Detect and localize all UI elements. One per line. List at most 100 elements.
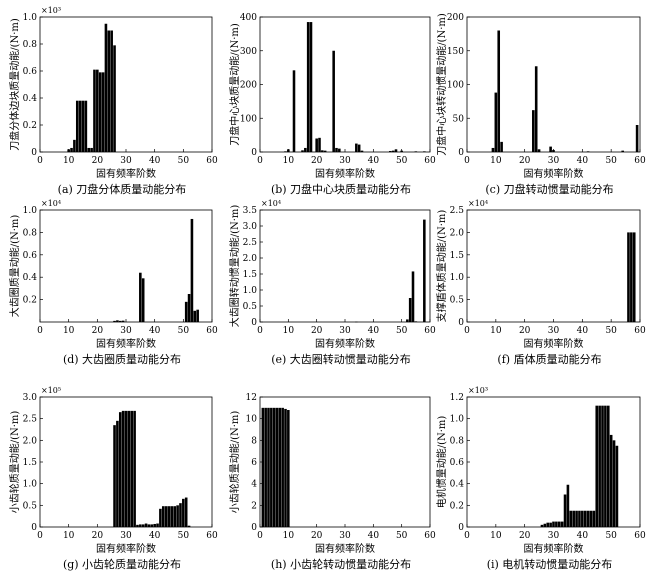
bar (621, 150, 624, 152)
x-tick-label: 40 (149, 326, 161, 336)
bar (139, 524, 142, 527)
y-tick-label: 1.5 (243, 270, 258, 280)
bar (136, 524, 139, 527)
bar (552, 149, 555, 152)
bar (338, 148, 341, 152)
bar (391, 150, 395, 152)
bar (98, 72, 102, 152)
bar (598, 405, 601, 527)
bar (272, 407, 276, 527)
x-tick-label: 10 (283, 156, 295, 166)
bar (549, 146, 552, 152)
bar (118, 320, 122, 322)
x-tick-label: 10 (63, 326, 75, 336)
bar (532, 110, 535, 152)
y-tick-label: 2.5 (23, 415, 38, 425)
x-tick-label: 50 (178, 156, 190, 166)
panel-caption: (f) 盾体质量动能分布 (497, 352, 601, 366)
x-tick-label: 30 (548, 326, 560, 336)
x-tick-label: 0 (464, 531, 470, 541)
plot-frame-a (39, 16, 213, 153)
y-tick-label: 150 (447, 47, 464, 57)
x-axis-label: 固有频率阶数 (315, 542, 375, 555)
y-tick-label: 4 (251, 480, 257, 490)
bar (306, 22, 310, 152)
x-tick-label: 40 (368, 156, 380, 166)
plot-frame-c (466, 16, 641, 153)
bar (360, 150, 364, 152)
bar (124, 410, 128, 527)
bar (287, 149, 290, 152)
bar (411, 271, 415, 322)
y-tick-label: 2.0 (23, 436, 38, 446)
bar (73, 139, 76, 152)
bar (87, 147, 91, 152)
bar (67, 149, 70, 152)
x-tick-label: 0 (464, 156, 470, 166)
bar (540, 524, 544, 527)
bar (604, 405, 607, 527)
bar (159, 508, 162, 527)
y-tick-label: 1.0 (450, 273, 465, 283)
y-tick-label: 3.5 (243, 206, 258, 216)
bar (355, 143, 358, 152)
y-tick-label: 2.5 (243, 238, 258, 248)
bar (491, 147, 495, 152)
bar (90, 147, 93, 152)
y-axis-label: 刀盘中心块转动惯量动能/(N·m) (435, 13, 448, 156)
y-tick-label: 0.5 (23, 501, 38, 511)
bar (423, 219, 426, 322)
x-axis-label: 固有频率阶数 (524, 167, 584, 180)
y-tick-label: 0.6 (450, 458, 465, 468)
x-tick-label: 20 (311, 326, 323, 336)
y-tick-label: 1.0 (23, 13, 38, 23)
bar (557, 521, 561, 527)
bar (563, 494, 567, 527)
bar (84, 100, 88, 152)
y-axis-label: 大齿圈转动惯量动能/(N·m) (228, 205, 241, 328)
x-tick-label: 50 (605, 326, 617, 336)
bar (78, 100, 82, 152)
y-tick-label: 0.8 (450, 436, 465, 446)
y-axis-label: 刀盘中心块质量动能/(N·m) (228, 23, 241, 146)
x-tick-label: 20 (519, 531, 531, 541)
bar (627, 232, 630, 322)
bar (534, 66, 538, 152)
x-tick-label: 50 (396, 156, 408, 166)
x-axis-label: 固有频率阶数 (524, 337, 584, 350)
bar (104, 23, 108, 152)
bar (167, 506, 171, 527)
bar (113, 425, 116, 527)
x-tick-label: 30 (339, 156, 351, 166)
bar (281, 407, 284, 527)
x-tick-label: 50 (178, 531, 190, 541)
bar (190, 218, 194, 322)
bar (400, 150, 403, 152)
bar (615, 445, 619, 527)
bar (566, 484, 570, 527)
bar (116, 420, 119, 527)
bar (176, 505, 179, 527)
bar (187, 525, 191, 527)
y-tick-label: 1.0 (243, 286, 258, 296)
x-tick-label: 30 (548, 531, 560, 541)
x-tick-label: 20 (519, 156, 531, 166)
bar (575, 510, 578, 527)
x-tick-label: 10 (490, 326, 502, 336)
x-tick-label: 50 (605, 156, 617, 166)
x-tick-label: 40 (368, 326, 380, 336)
y-tick-label: 0.2 (23, 121, 37, 131)
y-tick-label: 100 (240, 114, 257, 124)
x-axis-label: 固有频率阶数 (524, 542, 584, 555)
x-tick-label: 40 (577, 531, 589, 541)
y-tick-label: 12 (246, 393, 257, 403)
bar (187, 294, 191, 322)
bar (355, 321, 358, 323)
bar (173, 506, 177, 527)
bar (133, 410, 136, 527)
bar (552, 521, 555, 527)
bar (500, 141, 503, 152)
bar (335, 147, 338, 152)
bar (107, 30, 111, 152)
x-tick-label: 40 (577, 156, 589, 166)
